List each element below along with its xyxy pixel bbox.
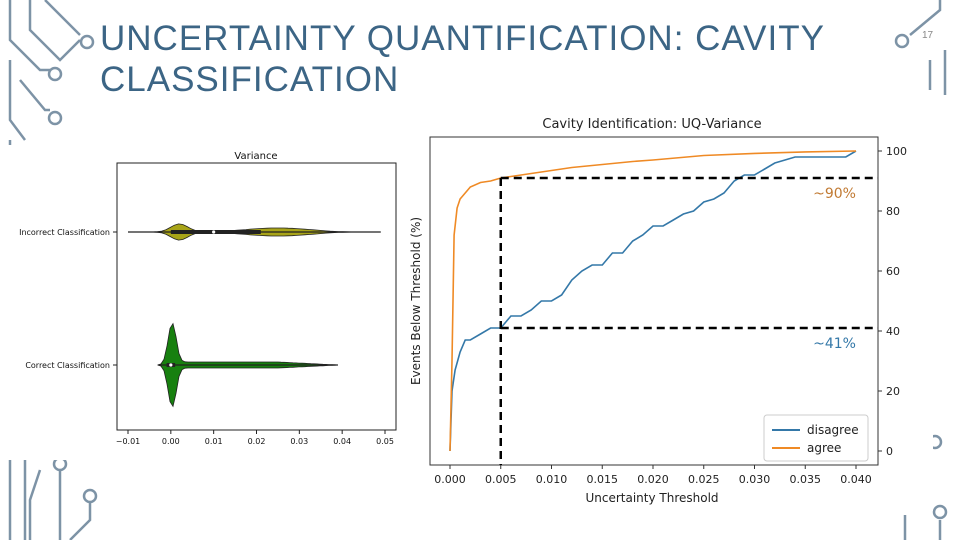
circuit-node [47,66,63,82]
violin-title: Variance [234,151,277,162]
slide-number: 17 [922,30,934,41]
cdf-x-tick-label: 0.015 [587,473,619,486]
cdf-chart: Cavity Identification: UQ-Variance Uncer… [403,106,933,511]
circuit-node [932,504,948,520]
circuit-trace [8,60,26,141]
cdf-x-tick-label: 0.005 [485,473,517,486]
slide-title-line-2: CLASSIFICATION [100,60,400,99]
circuit-node [79,34,95,50]
cdf-y-tick-label: 40 [886,325,900,338]
violin-x-tick-label: 0.00 [162,437,180,446]
violin-category-label: Incorrect Classification [19,228,110,237]
circuit-trace [28,0,81,62]
circuit-node [47,110,63,126]
cdf-title: Cavity Identification: UQ-Variance [542,117,761,132]
violin-x-tick-label: 0.04 [333,437,351,446]
cdf-x-tick-label: 0.010 [536,473,568,486]
cdf-y-tick-label: 80 [886,205,900,218]
cdf-y-tick-label: 100 [886,145,907,158]
violin-x-tick-label: 0.02 [248,437,266,446]
threshold-annotation: ~41% [813,336,856,352]
cdf-plot-frame [429,136,879,466]
cdf-x-tick-label: 0.020 [637,473,669,486]
slide-title-line-1: UNCERTAINTY QUANTIFICATION: CAVITY [100,19,825,58]
threshold-annotation: ~90% [813,186,856,202]
cdf-line-agree [449,150,857,452]
violin-chart: Variance −0.01 0.00 0.01 0.02 0.03 0.04 0.05 In… [0,145,402,460]
circuit-node [82,488,98,504]
legend-box [763,414,869,462]
slide-title: UNCERTAINTY QUANTIFICATION: CAVITY CLASS… [100,18,880,100]
violin-background [0,145,402,460]
violin-x-tick-label: 0.01 [205,437,223,446]
cdf-x-tick-label: 0.000 [434,473,466,486]
cdf-y-axis-label: Events Below Threshold (%) [409,217,423,385]
cdf-y-tick-label: 0 [886,445,893,458]
violin-x-tick-label: 0.03 [290,437,308,446]
circuit-trace [8,0,50,72]
cdf-y-tick-label: 20 [886,385,900,398]
cdf-x-tick-label: 0.025 [688,473,720,486]
circuit-node [894,33,910,49]
violin-median-dot [169,363,173,367]
legend-label-agree: agree [807,441,841,455]
cdf-y-tick-label: 60 [886,265,900,278]
violin-x-tick-label: −0.01 [116,437,141,446]
cdf-x-tick-label: 0.035 [790,473,822,486]
circuit-trace [69,500,92,540]
violin-median-dot [212,230,216,234]
cdf-x-tick-label: 0.030 [739,473,771,486]
cdf-line-disagree [449,150,857,452]
cdf-x-axis-label: Uncertainty Threshold [585,491,718,505]
circuit-trace [28,469,42,540]
cdf-x-tick-label: 0.040 [840,473,872,486]
legend-label-disagree: disagree [807,423,859,437]
circuit-trace [44,0,81,36]
violin-x-tick-label: 0.05 [376,437,394,446]
circuit-trace [19,79,50,112]
cdf-legend: disagree agree [763,414,869,462]
violin-category-label: Correct Classification [25,361,110,370]
